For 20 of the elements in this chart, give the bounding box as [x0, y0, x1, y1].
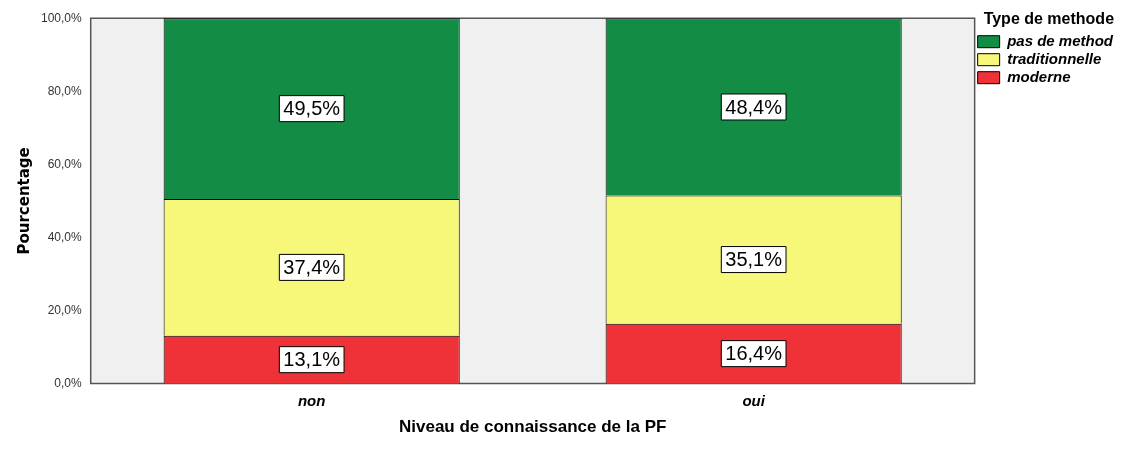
y-tick-label: 80,0% [47, 83, 83, 98]
y-tick-label: 0,0% [54, 375, 83, 390]
x-tick-label: oui [742, 391, 766, 409]
y-tick-label: 100,0% [41, 10, 83, 25]
data-label: 49,5% [283, 97, 341, 120]
x-tick-label: non [297, 391, 326, 409]
y-tick-label: 20,0% [47, 302, 83, 317]
x-axis-title: Niveau de connaissance de la PF [398, 417, 667, 437]
data-label: 48,4% [725, 95, 783, 118]
y-axis-title: Pourcentage [14, 147, 33, 255]
data-label: 16,4% [725, 342, 783, 365]
y-tick-label: 60,0% [47, 156, 83, 171]
legend-label: traditionnelle [1007, 49, 1102, 67]
legend-title: Type de methode [983, 10, 1115, 28]
legend-label: moderne [1007, 67, 1071, 85]
y-tick-label: 40,0% [47, 229, 83, 244]
data-label: 35,1% [725, 248, 783, 271]
data-label: 37,4% [283, 255, 341, 278]
legend-label: pas de method [1006, 31, 1114, 49]
data-label: 13,1% [283, 348, 341, 371]
